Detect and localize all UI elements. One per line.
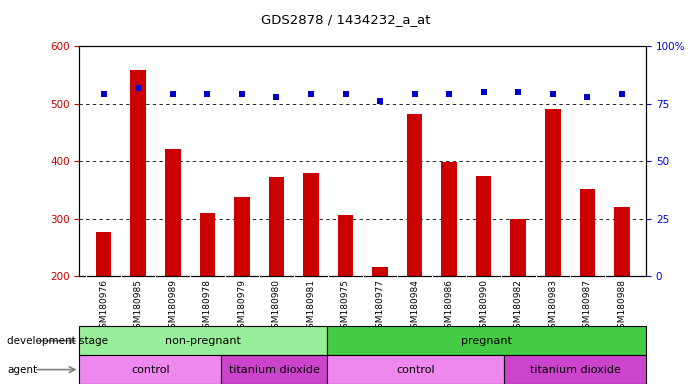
Text: GSM180984: GSM180984 — [410, 279, 419, 334]
Point — [409, 91, 420, 98]
Bar — [79, 326, 328, 355]
Text: agent: agent — [7, 364, 37, 375]
Text: GSM180990: GSM180990 — [479, 279, 489, 334]
Point — [478, 89, 489, 95]
Point — [271, 94, 282, 100]
Bar — [504, 355, 646, 384]
Text: GSM180989: GSM180989 — [168, 279, 178, 334]
Bar — [96, 232, 111, 276]
Bar — [328, 326, 646, 355]
Text: GDS2878 / 1434232_a_at: GDS2878 / 1434232_a_at — [261, 13, 430, 26]
Point — [167, 91, 178, 98]
Bar — [338, 215, 353, 276]
Point — [305, 91, 316, 98]
Point — [340, 91, 351, 98]
Point — [98, 91, 109, 98]
Bar — [476, 176, 491, 276]
Text: GSM180977: GSM180977 — [375, 279, 385, 334]
Point — [236, 91, 247, 98]
Text: GSM180975: GSM180975 — [341, 279, 350, 334]
Point — [513, 89, 524, 95]
Text: GSM180980: GSM180980 — [272, 279, 281, 334]
Point — [547, 91, 558, 98]
Bar — [269, 177, 284, 276]
Text: GSM180976: GSM180976 — [99, 279, 108, 334]
Bar — [407, 114, 422, 276]
Bar — [372, 267, 388, 276]
Text: GSM180988: GSM180988 — [617, 279, 627, 334]
Point — [375, 98, 386, 104]
Point — [202, 91, 213, 98]
Text: GSM180981: GSM180981 — [306, 279, 316, 334]
Bar — [200, 213, 215, 276]
Text: GSM180982: GSM180982 — [513, 279, 523, 334]
Bar — [511, 219, 526, 276]
Text: GSM180986: GSM180986 — [444, 279, 454, 334]
Text: titanium dioxide: titanium dioxide — [530, 364, 621, 375]
Bar — [614, 207, 630, 276]
Point — [444, 91, 455, 98]
Text: GSM180978: GSM180978 — [202, 279, 212, 334]
Bar — [303, 173, 319, 276]
Text: GSM180985: GSM180985 — [133, 279, 143, 334]
Text: control: control — [397, 364, 435, 375]
Bar — [221, 355, 328, 384]
Text: GSM180987: GSM180987 — [583, 279, 592, 334]
Bar — [328, 355, 504, 384]
Point — [582, 94, 593, 100]
Bar — [79, 355, 221, 384]
Bar — [442, 162, 457, 276]
Bar — [234, 197, 249, 276]
Text: control: control — [131, 364, 169, 375]
Point — [133, 84, 144, 91]
Text: non-pregnant: non-pregnant — [165, 336, 241, 346]
Text: development stage: development stage — [7, 336, 108, 346]
Bar — [165, 149, 180, 276]
Bar — [545, 109, 560, 276]
Text: GSM180983: GSM180983 — [548, 279, 558, 334]
Bar — [131, 70, 146, 276]
Bar — [580, 189, 595, 276]
Text: titanium dioxide: titanium dioxide — [229, 364, 320, 375]
Point — [616, 91, 627, 98]
Text: GSM180979: GSM180979 — [237, 279, 247, 334]
Text: pregnant: pregnant — [462, 336, 512, 346]
